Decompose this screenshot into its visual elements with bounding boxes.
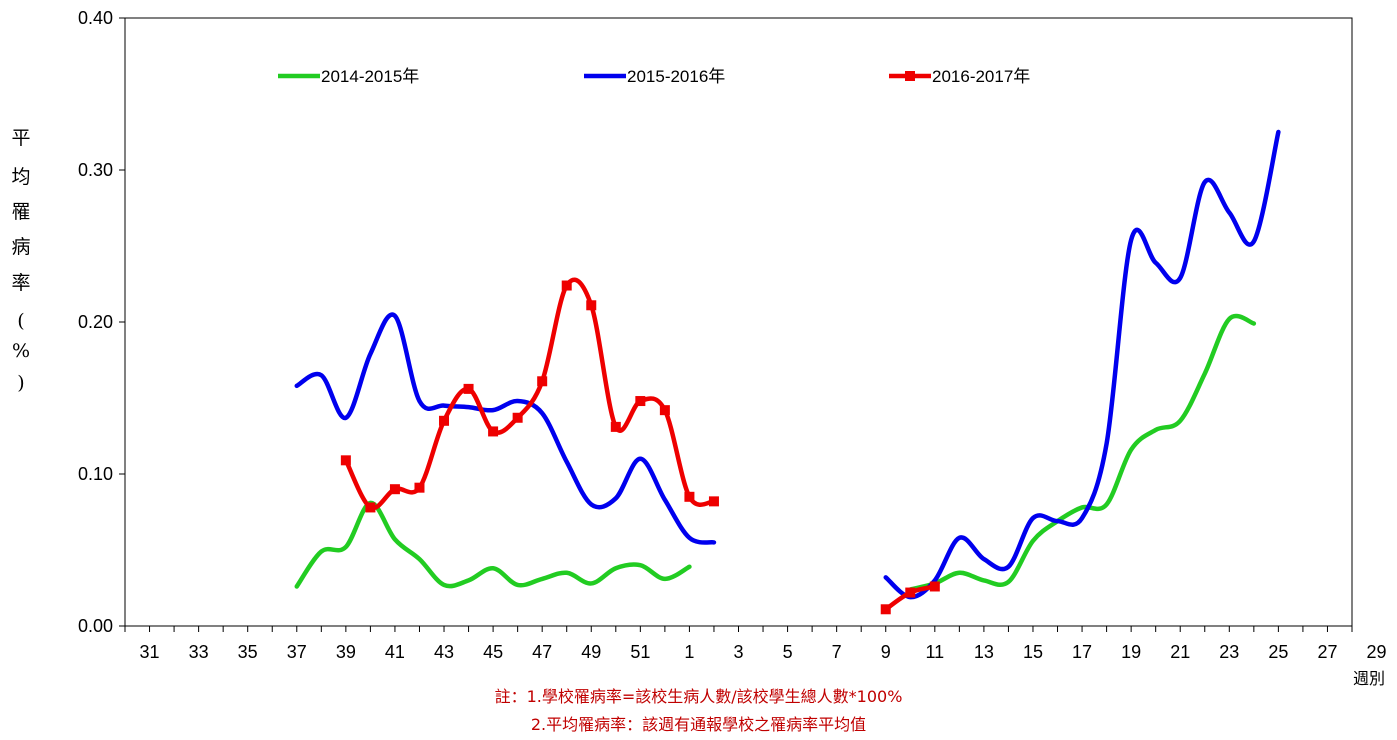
series-marker	[537, 376, 548, 387]
legend-marker	[905, 71, 915, 81]
x-tick-label: 19	[1121, 642, 1141, 662]
y-axis-label-char: )	[17, 372, 24, 394]
legend-label: 2016-2017年	[932, 67, 1030, 86]
x-tick-label: 25	[1268, 642, 1288, 662]
legend-label: 2015-2016年	[627, 67, 725, 86]
y-axis-label: 平均罹病率 (%)	[11, 127, 30, 394]
x-tick-label: 43	[434, 642, 454, 662]
series-marker	[684, 491, 695, 502]
series-marker	[389, 484, 400, 495]
y-axis-label-char: 均	[11, 166, 30, 188]
series-marker	[512, 412, 523, 423]
series-line	[294, 312, 717, 545]
series-marker	[414, 482, 425, 493]
x-tick-label: 37	[287, 642, 307, 662]
series-line	[294, 500, 692, 589]
series-marker	[635, 396, 646, 407]
x-tick-label: 33	[189, 642, 209, 662]
legend-label: 2014-2015年	[321, 67, 419, 86]
x-tick-label: 27	[1317, 642, 1337, 662]
x-tick-label: 45	[483, 642, 503, 662]
series-line	[908, 313, 1257, 592]
x-tick-label: 35	[238, 642, 258, 662]
x-tick-label: 1	[684, 642, 694, 662]
series-marker	[659, 405, 670, 416]
y-axis-label-char: 率	[11, 272, 30, 294]
series-marker	[880, 604, 891, 615]
x-tick-label: 49	[581, 642, 601, 662]
series-marker	[365, 502, 376, 513]
y-tick-label: 0.40	[78, 8, 113, 28]
y-axis-label-char: (	[17, 310, 24, 332]
x-tick-label: 5	[783, 642, 793, 662]
footnote-1: 註：1.學校罹病率=該校生病人數/該校學生總人數*100%	[494, 687, 903, 706]
x-tick-label: 39	[336, 642, 356, 662]
series-line	[343, 277, 717, 511]
y-tick-label: 0.30	[78, 160, 113, 180]
x-axis-label: 週別	[1353, 669, 1385, 688]
y-axis-label-char: 平	[11, 127, 30, 149]
x-tick-label: 31	[140, 642, 160, 662]
series-marker	[561, 280, 572, 291]
y-axis-label-char: 罹	[11, 201, 30, 223]
x-tick-label: 23	[1219, 642, 1239, 662]
x-tick-label: 47	[532, 642, 552, 662]
series-marker	[439, 415, 450, 426]
x-tick-label: 15	[1023, 642, 1043, 662]
series-marker	[488, 426, 499, 437]
series-marker	[905, 587, 916, 598]
x-tick-label: 7	[832, 642, 842, 662]
legend: 2014-2015年 2015-2016年 2016-2017年	[278, 67, 1030, 86]
series-marker	[340, 455, 351, 466]
footnote-2: 2.平均罹病率：該週有通報學校之罹病率平均值	[530, 715, 867, 734]
x-tick-label: 41	[385, 642, 405, 662]
plot-frame	[124, 17, 1353, 627]
series-marker	[463, 383, 474, 394]
y-tick-label: 0.00	[78, 616, 113, 636]
x-tick-label: 13	[974, 642, 994, 662]
y-tick-label: 0.10	[78, 464, 113, 484]
y-axis-label-char: %	[12, 340, 30, 362]
x-tick-label: 9	[881, 642, 891, 662]
x-tick-label: 21	[1170, 642, 1190, 662]
series-marker	[586, 300, 597, 311]
x-tick-label: 3	[733, 642, 743, 662]
x-tick-label: 17	[1072, 642, 1092, 662]
series-marker	[929, 581, 940, 592]
x-tick-label: 51	[630, 642, 650, 662]
y-axis-label-char: 病	[11, 236, 30, 258]
x-tick-label: 11	[925, 642, 944, 662]
y-tick-label: 0.20	[78, 312, 113, 332]
series-line	[883, 129, 1281, 600]
series-marker	[610, 421, 621, 432]
series-marker	[708, 496, 719, 507]
x-tick-label: 29	[1367, 642, 1387, 662]
